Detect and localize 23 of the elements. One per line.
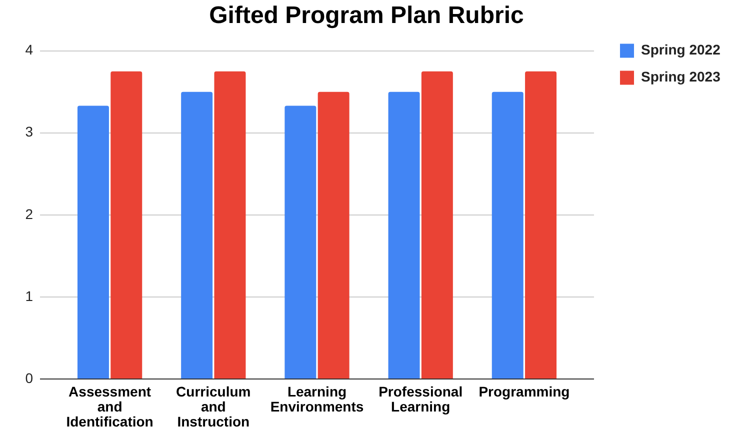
legend-label: Spring 2023 xyxy=(641,68,721,85)
x-tick-label: Programming xyxy=(478,383,570,400)
bar xyxy=(388,92,420,378)
x-tick-label: Professional Learning xyxy=(378,383,463,414)
y-tick-label: 2 xyxy=(25,206,34,222)
bar xyxy=(284,106,316,378)
x-tick-label: Curriculum and Instruction xyxy=(176,383,251,430)
y-tick-label: 4 xyxy=(25,42,34,58)
y-tick-label: 0 xyxy=(25,370,34,386)
bar xyxy=(110,71,142,378)
y-tick-label: 3 xyxy=(25,124,34,140)
bar xyxy=(214,71,246,378)
bar xyxy=(77,106,109,378)
legend-label: Spring 2022 xyxy=(641,42,721,58)
x-tick-label: Learning Environments xyxy=(270,383,364,414)
x-tick-label: Assessment and Identification xyxy=(66,383,154,430)
bar xyxy=(318,92,350,378)
bar xyxy=(525,71,557,378)
bar xyxy=(181,92,213,378)
bar xyxy=(421,71,453,378)
bar xyxy=(492,92,524,378)
chart-title: Gifted Program Plan Rubric xyxy=(209,2,524,30)
y-tick-label: 1 xyxy=(25,288,34,304)
